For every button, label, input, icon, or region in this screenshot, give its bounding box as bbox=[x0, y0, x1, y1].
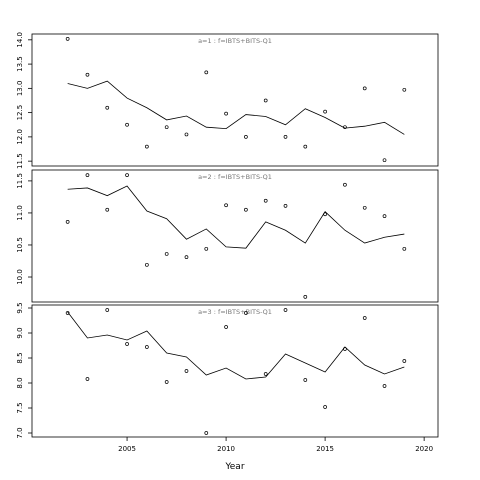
data-point bbox=[382, 158, 387, 163]
data-point bbox=[145, 262, 149, 267]
y-tick-label: 12.5 bbox=[16, 105, 24, 121]
data-point bbox=[145, 144, 149, 149]
data-point bbox=[303, 295, 308, 299]
x-tick-label: 2015 bbox=[316, 445, 334, 453]
data-point bbox=[125, 173, 129, 177]
data-point bbox=[105, 308, 110, 312]
data-point bbox=[85, 72, 90, 77]
y-tick-label: 14.0 bbox=[16, 32, 24, 48]
data-point bbox=[224, 111, 228, 116]
data-point bbox=[164, 125, 169, 130]
data-point bbox=[145, 345, 149, 349]
y-tick-label: 13.5 bbox=[16, 56, 24, 72]
x-axis-label: Year bbox=[224, 462, 244, 472]
data-point bbox=[283, 308, 288, 312]
data-point bbox=[382, 214, 387, 218]
series-line bbox=[67, 80, 405, 135]
data-point bbox=[65, 37, 70, 41]
data-point bbox=[85, 377, 90, 381]
data-point bbox=[125, 122, 129, 127]
data-point bbox=[65, 311, 70, 315]
x-tick-label: 2010 bbox=[217, 445, 235, 453]
y-tick-label: 7.5 bbox=[16, 402, 24, 413]
data-point bbox=[362, 205, 367, 210]
data-point bbox=[263, 372, 268, 376]
data-point bbox=[184, 369, 189, 373]
data-point bbox=[362, 316, 367, 320]
data-point bbox=[303, 144, 308, 149]
y-tick-label: 11.5 bbox=[16, 173, 24, 189]
data-point bbox=[125, 342, 129, 346]
data-point bbox=[303, 378, 308, 382]
panel-frame bbox=[31, 304, 439, 438]
data-point bbox=[323, 109, 327, 114]
data-point bbox=[263, 198, 268, 203]
data-point bbox=[402, 246, 407, 251]
data-point bbox=[164, 380, 169, 384]
panel-title: a=2 : f=IBTS+BITS-Q1 bbox=[198, 173, 272, 181]
data-point bbox=[105, 105, 110, 110]
data-point bbox=[244, 311, 248, 315]
data-point bbox=[343, 182, 347, 187]
data-point bbox=[263, 98, 268, 103]
series-line bbox=[67, 311, 405, 380]
y-tick-label: 8.5 bbox=[16, 352, 24, 363]
series-line bbox=[67, 185, 405, 249]
data-point bbox=[382, 384, 387, 388]
panel-title: a=1 : f=IBTS+BITS-Q1 bbox=[198, 37, 272, 45]
data-point bbox=[224, 325, 228, 329]
panel-title: a=3 : f=IBTS+BITS-Q1 bbox=[198, 308, 272, 316]
y-tick-label: 11.0 bbox=[16, 205, 24, 221]
y-tick-label: 9.5 bbox=[16, 302, 24, 313]
data-point bbox=[204, 70, 209, 75]
y-tick-label: 13.0 bbox=[16, 81, 24, 97]
data-point bbox=[65, 220, 70, 224]
panel-frame bbox=[31, 169, 439, 303]
data-point bbox=[323, 405, 327, 409]
data-point bbox=[224, 203, 228, 208]
data-point bbox=[204, 431, 209, 435]
y-tick-label: 7.0 bbox=[16, 427, 24, 438]
data-point bbox=[283, 204, 288, 208]
y-tick-label: 9.0 bbox=[16, 327, 24, 338]
x-tick-label: 2020 bbox=[415, 445, 433, 453]
data-point bbox=[402, 87, 407, 92]
y-tick-label: 10.0 bbox=[16, 269, 24, 285]
data-point bbox=[283, 135, 288, 139]
data-point bbox=[362, 86, 367, 91]
panel-frame bbox=[31, 33, 439, 167]
data-point bbox=[85, 173, 90, 177]
y-tick-label: 11.5 bbox=[16, 153, 24, 169]
y-tick-label: 12.0 bbox=[16, 129, 24, 145]
x-tick-label: 2005 bbox=[118, 445, 136, 453]
y-tick-label: 10.5 bbox=[16, 237, 24, 253]
y-tick-label: 8.0 bbox=[16, 377, 24, 388]
data-point bbox=[105, 207, 110, 212]
data-point bbox=[164, 252, 169, 256]
data-point bbox=[244, 135, 248, 139]
data-point bbox=[204, 246, 209, 251]
data-point bbox=[184, 132, 189, 137]
data-point bbox=[244, 207, 248, 212]
data-point bbox=[184, 255, 189, 259]
data-point bbox=[402, 359, 407, 363]
